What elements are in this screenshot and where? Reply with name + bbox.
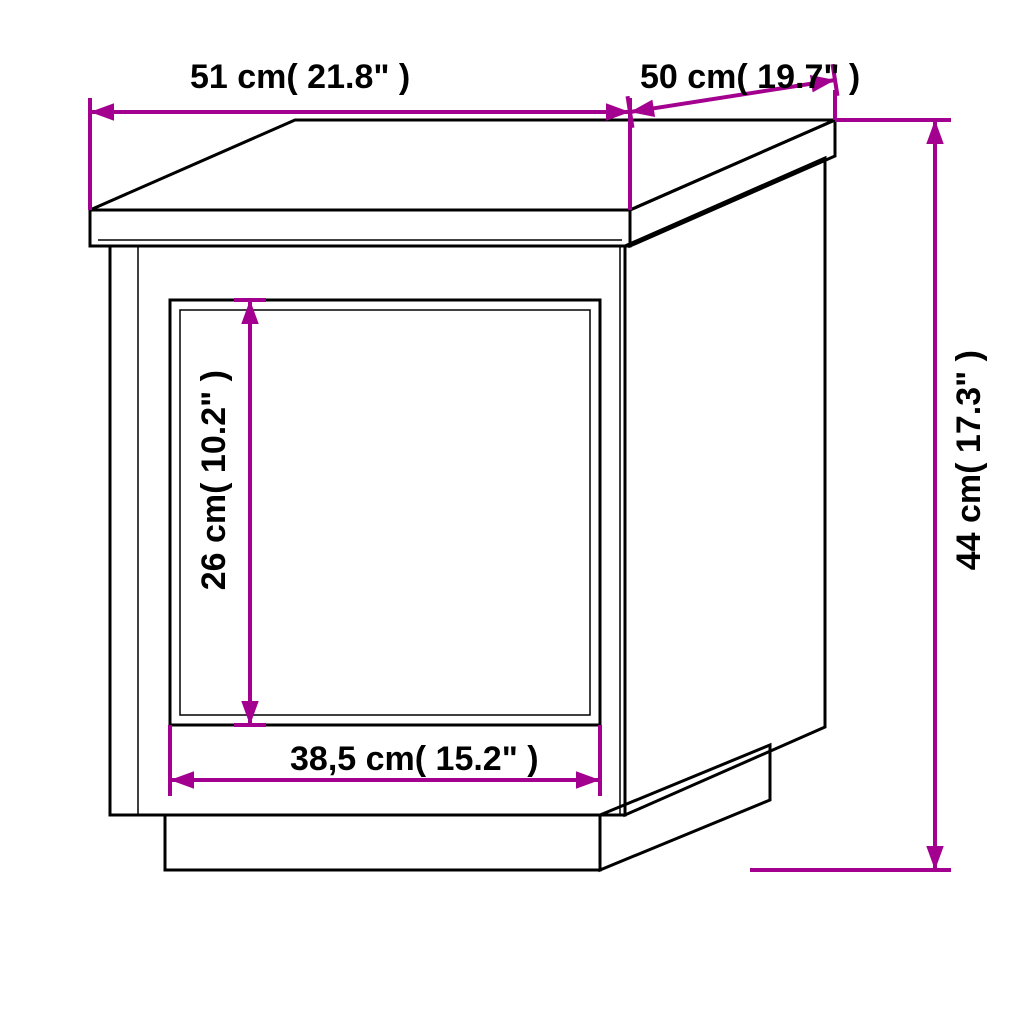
depth-label: 50 cm( 19.7" ) (640, 58, 860, 97)
door-h-label: 26 cm( 10.2" ) (195, 370, 234, 590)
door-w-label: 38,5 cm( 15.2" ) (290, 740, 539, 779)
height-label: 44 cm( 17.3" ) (950, 350, 989, 570)
width-label: 51 cm( 21.8" ) (190, 58, 410, 97)
